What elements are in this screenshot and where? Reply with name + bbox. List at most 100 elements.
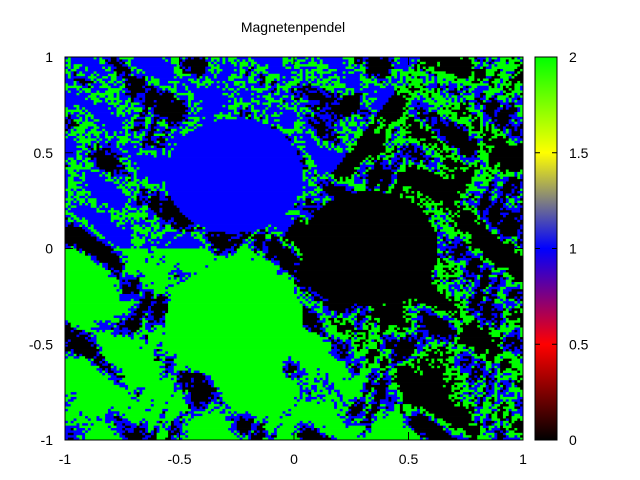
heatmap-cell	[517, 73, 523, 77]
heatmap-cell	[65, 298, 120, 302]
heatmap-cell	[505, 203, 510, 206]
heatmap-cell	[454, 92, 461, 96]
heatmap-cell	[502, 90, 507, 94]
heatmap-cell	[236, 116, 246, 120]
heatmap-cell	[371, 78, 375, 82]
heatmap-cell	[299, 97, 303, 101]
heatmap-cell	[67, 131, 72, 134]
heatmap-cell	[85, 73, 92, 77]
heatmap-cell	[491, 229, 498, 233]
heatmap-cell	[359, 135, 386, 139]
heatmap-cell	[145, 258, 149, 261]
heatmap-cell	[334, 90, 338, 94]
heatmap-cell	[85, 66, 89, 70]
heatmap-cell	[319, 135, 324, 139]
heatmap-cell	[457, 78, 467, 82]
heatmap-cell	[299, 109, 303, 113]
heatmap-cell	[465, 112, 472, 115]
heatmap-cell	[488, 121, 495, 125]
heatmap-cell	[139, 133, 146, 137]
heatmap-cell	[497, 124, 501, 127]
heatmap-cell	[305, 296, 309, 300]
heatmap-cell	[494, 73, 498, 77]
heatmap-cell	[236, 88, 241, 91]
heatmap-cell	[165, 191, 169, 194]
heatmap-cell	[488, 286, 501, 290]
heatmap-cell	[96, 207, 100, 211]
heatmap-cell	[133, 224, 140, 228]
heatmap-cell	[299, 83, 303, 87]
heatmap-cell	[210, 66, 220, 70]
heatmap-cell	[130, 73, 135, 77]
heatmap-cell	[188, 274, 192, 278]
heatmap-cell	[394, 64, 412, 67]
heatmap-cell	[457, 258, 472, 261]
heatmap-cell	[437, 305, 458, 309]
heatmap-cell	[517, 112, 523, 115]
heatmap-cell	[139, 195, 149, 199]
heatmap-cell	[231, 92, 235, 96]
heatmap-cell	[259, 76, 266, 79]
heatmap-cell	[153, 255, 163, 259]
heatmap-cell	[116, 246, 120, 249]
heatmap-cell	[82, 88, 92, 91]
heatmap-cell	[122, 267, 126, 271]
heatmap-cell	[482, 262, 490, 266]
heatmap-cell	[150, 291, 155, 295]
heatmap-cell	[488, 138, 492, 142]
heatmap-cell	[428, 112, 438, 115]
heatmap-cell	[388, 145, 392, 149]
heatmap-cell	[65, 229, 86, 233]
heatmap-cell	[517, 217, 521, 221]
heatmap-cell	[168, 286, 295, 290]
heatmap-cell	[279, 76, 283, 79]
heatmap-cell	[122, 155, 129, 158]
heatmap-cell	[457, 229, 461, 233]
heatmap-cell	[448, 92, 455, 96]
heatmap-cell	[99, 138, 103, 142]
heatmap-cell	[296, 217, 303, 221]
heatmap-cell	[299, 203, 303, 206]
heatmap-cell	[442, 167, 449, 170]
heatmap-cell	[465, 250, 472, 254]
heatmap-cell	[474, 119, 481, 123]
heatmap-cell	[105, 133, 109, 137]
heatmap-cell	[434, 68, 487, 72]
heatmap-cell	[448, 298, 452, 302]
heatmap-cell	[76, 128, 86, 132]
heatmap-cell	[502, 301, 515, 304]
heatmap-cell	[99, 95, 106, 99]
heatmap-cell	[319, 198, 324, 202]
heatmap-cell	[505, 214, 521, 218]
heatmap-cell	[159, 207, 163, 211]
heatmap-cell	[110, 241, 132, 245]
heatmap-cell	[365, 179, 369, 182]
heatmap-cell	[399, 76, 404, 79]
heatmap-cell	[273, 119, 281, 123]
heatmap-cell	[219, 80, 223, 84]
heatmap-cell	[302, 308, 312, 312]
heatmap-cell	[348, 176, 352, 180]
heatmap-cell	[385, 147, 395, 151]
heatmap-cell	[482, 250, 515, 254]
heatmap-cell	[176, 205, 295, 209]
heatmap-cell	[127, 107, 143, 111]
heatmap-cell	[159, 193, 166, 197]
heatmap-cell	[517, 138, 523, 142]
heatmap-cell	[439, 88, 444, 91]
heatmap-cell	[127, 186, 132, 190]
heatmap-cell	[162, 229, 178, 233]
heatmap-cell	[133, 68, 137, 72]
heatmap-cell	[70, 126, 74, 130]
heatmap-cell	[296, 277, 432, 281]
heatmap-cell	[331, 83, 335, 87]
heatmap-cell	[488, 207, 501, 211]
heatmap-cell	[454, 176, 472, 180]
heatmap-cell	[311, 193, 318, 197]
heatmap-cell	[70, 76, 89, 79]
heatmap-cell	[288, 270, 295, 273]
heatmap-cell	[445, 212, 449, 216]
heatmap-cell	[437, 286, 449, 290]
heatmap-cell	[505, 61, 510, 65]
heatmap-cell	[491, 100, 498, 103]
